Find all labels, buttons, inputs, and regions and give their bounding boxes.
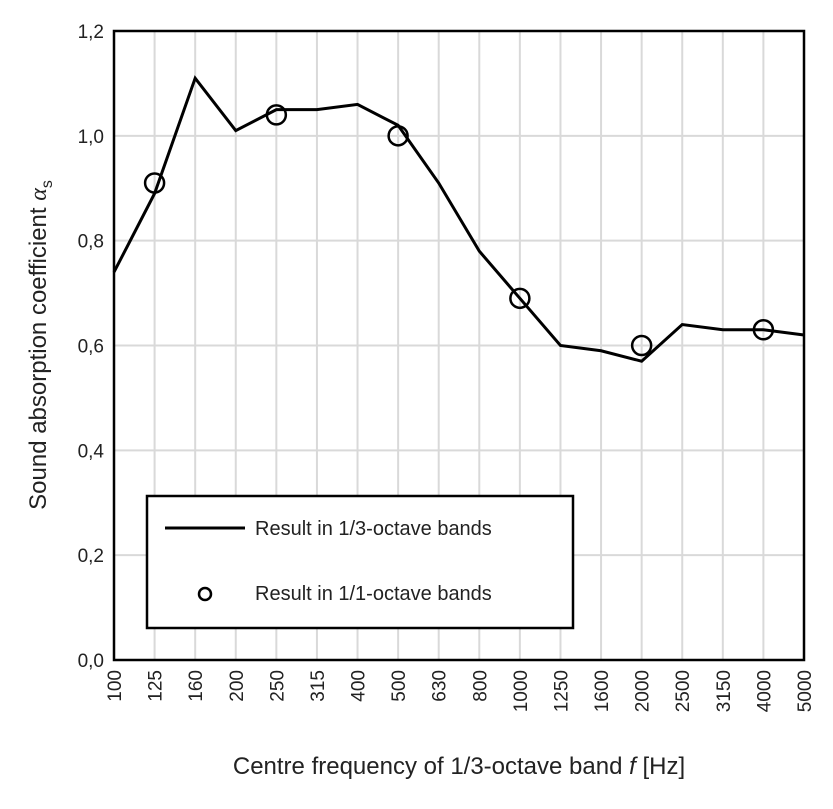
legend-label-octave: Result in 1/1-octave bands [255, 583, 492, 605]
y-tick-label: 0,8 [78, 232, 104, 253]
x-tick-label: 4000 [754, 670, 775, 712]
legend: Result in 1/3-octave bands Result in 1/1… [145, 494, 575, 630]
x-tick-label: 800 [470, 670, 491, 702]
x-tick-label: 1000 [511, 670, 532, 712]
y-axis-title: Sound absorption coefficient αs [25, 180, 56, 510]
x-tick-label: 500 [389, 670, 410, 702]
y-tick-label: 0,0 [78, 651, 104, 672]
y-tick-label: 1,2 [78, 22, 104, 43]
y-tick-label: 0,2 [78, 546, 104, 567]
y-tick-label: 1,0 [78, 127, 104, 148]
x-tick-label: 630 [430, 670, 451, 702]
x-tick-label: 2500 [673, 670, 694, 712]
x-tick-label: 1250 [551, 670, 572, 712]
x-axis-title: Centre frequency of 1/3-octave band f [H… [233, 753, 685, 780]
x-tick-label: 400 [349, 670, 370, 702]
plot-frame [112, 29, 806, 662]
x-tick-label: 160 [186, 670, 207, 702]
legend-box [145, 494, 575, 630]
x-tick-label: 2000 [633, 670, 654, 712]
data-point-octave [143, 172, 166, 194]
legend-marker-symbol [197, 586, 213, 602]
x-tick-label: 250 [267, 670, 288, 702]
x-tick-label: 315 [308, 670, 329, 702]
data-point-octave [265, 104, 288, 126]
x-tick-label: 125 [146, 670, 167, 702]
x-tick-label: 200 [227, 670, 248, 702]
x-tick-labels: 100 125 160 200 250 315 400 500 630 800 1000 1250 16… [105, 670, 816, 712]
series-layer [112, 75, 805, 363]
data-point-octave [752, 319, 775, 341]
data-point-octave [387, 125, 409, 147]
data-point-octave [509, 287, 531, 310]
x-tick-label: 100 [105, 670, 126, 702]
data-point-octave [630, 334, 653, 357]
x-tick-label: 5000 [795, 670, 816, 712]
y-tick-labels: 0,0 0,2 0,4 0,6 0,8 1,0 1,2 [78, 22, 105, 672]
x-tick-label: 1600 [592, 670, 613, 712]
y-tick-label: 0,4 [78, 441, 105, 462]
legend-label-third-octave: Result in 1/3-octave bands [255, 518, 492, 540]
series-line-third-octave [112, 75, 805, 363]
y-tick-label: 0,6 [78, 337, 104, 358]
x-tick-label: 3150 [714, 670, 735, 712]
